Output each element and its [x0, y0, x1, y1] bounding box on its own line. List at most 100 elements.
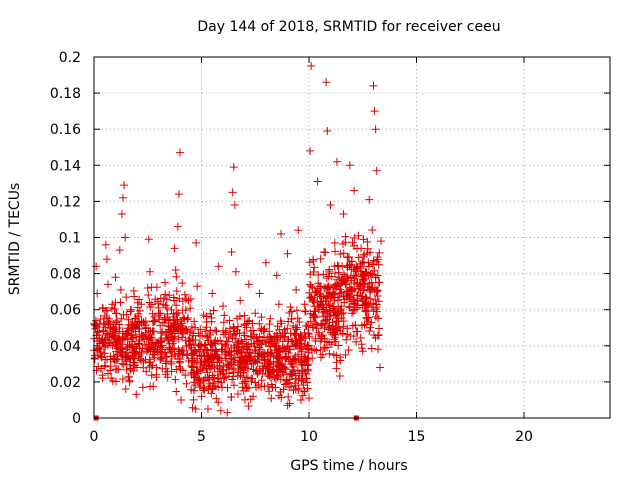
data-point [337, 310, 346, 319]
data-point [156, 343, 165, 352]
data-point [287, 307, 296, 316]
data-point [125, 377, 134, 386]
data-point [293, 366, 302, 375]
data-point [326, 283, 335, 292]
data-point [343, 289, 352, 298]
data-point [339, 210, 348, 219]
data-point [188, 403, 197, 412]
data-point [330, 238, 339, 247]
data-point [307, 62, 316, 71]
data-point [207, 389, 216, 398]
data-point [375, 278, 384, 287]
data-point [345, 302, 354, 311]
data-point [283, 401, 292, 410]
data-point [374, 330, 383, 339]
data-point [221, 327, 230, 336]
data-point [361, 293, 370, 302]
data-point [253, 369, 262, 378]
data-point [369, 256, 378, 265]
data-point [95, 320, 104, 329]
data-point [165, 291, 174, 300]
data-point [147, 300, 156, 309]
data-point [318, 319, 327, 328]
data-point [293, 306, 302, 315]
data-point [221, 349, 230, 358]
data-point [93, 289, 102, 298]
data-point [174, 190, 183, 199]
data-point [228, 364, 237, 373]
data-point [290, 329, 299, 338]
data-point [255, 289, 264, 298]
data-point [201, 374, 210, 383]
data-point [311, 312, 320, 321]
y-tick-label: 0.14 [50, 158, 81, 174]
data-point [357, 321, 366, 330]
data-point [367, 344, 376, 353]
x-axis-label: GPS time / hours [290, 458, 407, 474]
data-point [359, 258, 368, 267]
data-point [255, 319, 264, 328]
data-point [147, 371, 156, 380]
data-point [274, 358, 283, 367]
data-point [148, 327, 157, 336]
data-point [308, 354, 317, 363]
data-point [316, 345, 325, 354]
data-point [98, 371, 107, 380]
data-point [240, 328, 249, 337]
data-point [183, 351, 192, 360]
data-point [235, 353, 244, 362]
data-point [108, 300, 117, 309]
data-point [116, 338, 125, 347]
data-point [356, 333, 365, 342]
data-point [236, 296, 245, 305]
data-point [110, 354, 119, 363]
data-point [112, 337, 121, 346]
data-point [348, 287, 356, 296]
data-point [323, 283, 332, 292]
data-point [339, 276, 348, 285]
data-point [373, 255, 382, 264]
data-point [129, 361, 138, 370]
data-point [182, 379, 191, 388]
data-point [328, 302, 337, 311]
data-point [129, 322, 138, 331]
data-point [195, 383, 204, 392]
data-point [375, 248, 384, 257]
data-point [295, 317, 304, 326]
data-point [360, 274, 369, 283]
data-point [208, 289, 217, 298]
data-point [245, 316, 254, 325]
data-point [297, 360, 306, 369]
data-point [139, 358, 148, 367]
data-point [212, 327, 221, 336]
data-point [189, 331, 198, 340]
data-point [300, 300, 309, 309]
data-point [214, 398, 223, 407]
data-point [309, 323, 318, 332]
data-point [196, 342, 205, 351]
data-point [116, 349, 125, 358]
data-point [295, 345, 304, 354]
data-point [323, 293, 332, 302]
data-point [316, 289, 325, 298]
data-point [190, 368, 199, 377]
data-point [137, 300, 146, 309]
data-point [99, 342, 108, 351]
data-point [373, 331, 382, 340]
data-point [173, 354, 182, 363]
data-point [265, 320, 274, 329]
data-point [98, 303, 107, 312]
data-point [223, 383, 232, 392]
data-point [335, 372, 344, 381]
data-point [358, 279, 367, 288]
data-point [128, 343, 137, 352]
data-point [203, 368, 212, 377]
data-point [305, 332, 314, 341]
data-point [244, 340, 253, 349]
data-point [91, 316, 100, 325]
data-point [341, 350, 350, 359]
data-point [352, 337, 361, 346]
data-point [141, 355, 150, 364]
data-point [268, 383, 277, 392]
